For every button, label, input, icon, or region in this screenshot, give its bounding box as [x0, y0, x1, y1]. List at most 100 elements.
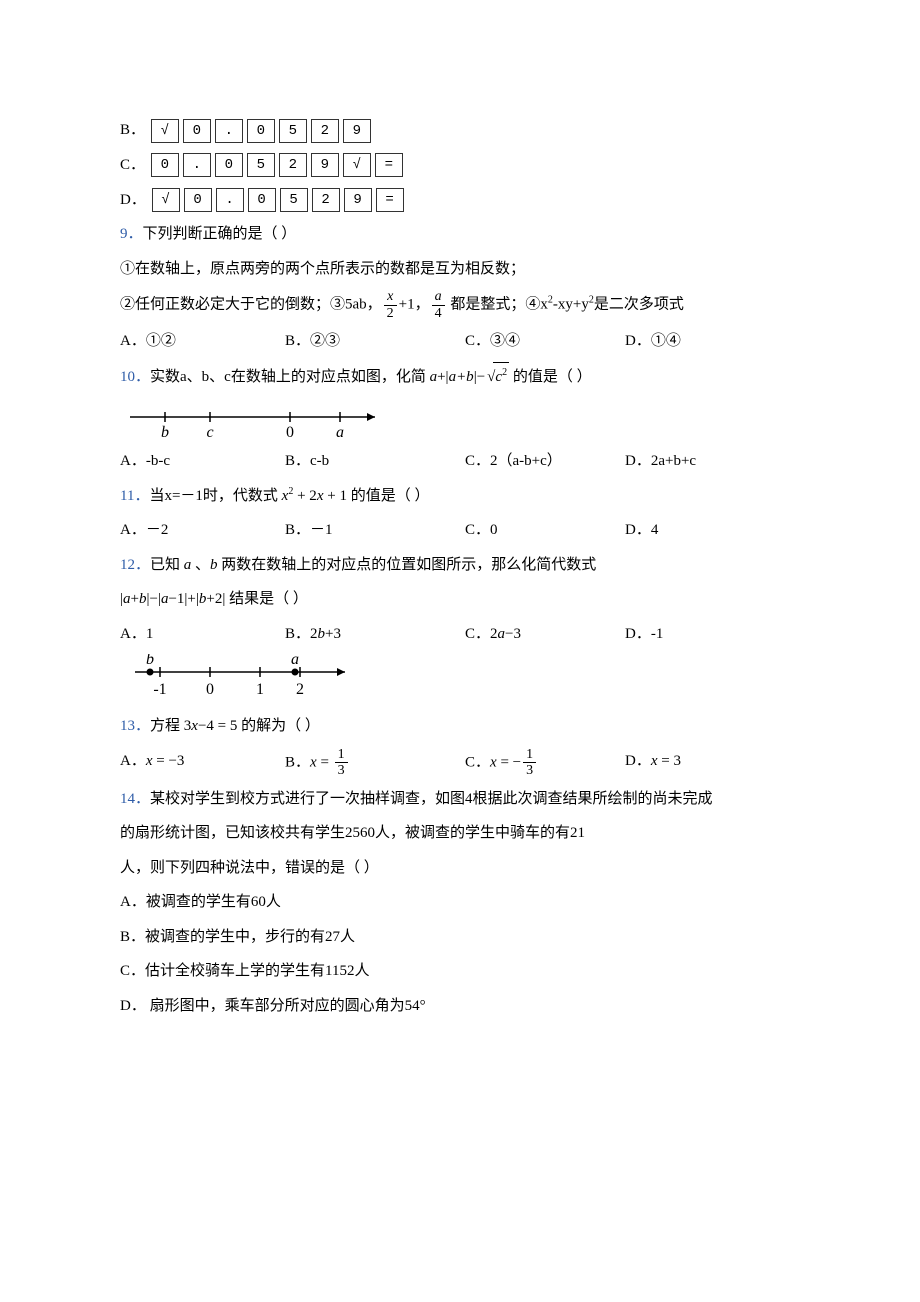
q11-number: 11．: [120, 488, 149, 504]
calc-c-keys: 0.0529√=: [149, 157, 405, 173]
calc-key: 0: [184, 188, 212, 212]
q10-opt-d: D．2a+b+c: [625, 447, 775, 476]
q9-s2-pre: ②任何正数必定大于它的倒数；③5ab，: [120, 297, 382, 313]
q11-opt-b: B．－1: [285, 516, 465, 545]
q10-opt-b: B．c-b: [285, 447, 465, 476]
svg-text:a: a: [336, 424, 344, 441]
q12-opt-b: B．2b+3: [285, 620, 465, 649]
q9-frac2: a4: [432, 289, 445, 321]
q11-options: A．－2 B．－1 C．0 D．4: [120, 516, 800, 545]
calc-d-label: D．: [120, 186, 146, 215]
q10-ab: a+b: [449, 369, 474, 385]
calc-key: √: [343, 153, 371, 177]
q14-line1: 14．某校对学生到校方式进行了一次抽样调查，如图4根据此次调查结果所绘制的尚未完…: [120, 785, 800, 814]
exam-page: B． √0.0529 C． 0.0529√= D． √0.0529= 9．下列判…: [0, 0, 920, 1106]
q12-sep: 、: [191, 557, 210, 573]
calc-row-d: D． √0.0529=: [120, 186, 800, 215]
q14-line2: 的扇形统计图，已知该校共有学生2560人，被调查的学生中骑车的有21: [120, 819, 800, 848]
svg-text:0: 0: [286, 424, 294, 441]
calc-key: .: [183, 153, 211, 177]
q12-opt-a: A．1: [120, 620, 285, 649]
svg-text:1: 1: [256, 681, 264, 698]
q9-frac1: x2: [384, 289, 397, 321]
q11-opt-a: A．－2: [120, 516, 285, 545]
q9-s2-tail: -xy+y: [553, 297, 589, 313]
calc-row-b: B． √0.0529: [120, 116, 800, 145]
calc-c-label: C．: [120, 151, 145, 180]
calc-key: 0: [247, 119, 275, 143]
q10-plus1: +|: [437, 369, 448, 385]
calc-key: 2: [311, 119, 339, 143]
svg-text:c: c: [206, 424, 213, 441]
calc-key: =: [376, 188, 404, 212]
q9-statement-2: ②任何正数必定大于它的倒数；③5ab，x2+1，a4 都是整式；④x2-xy+y…: [120, 289, 800, 321]
q10-stem-post: 的值是（ ）: [509, 369, 592, 385]
q12-options: A．1 B．2b+3 C．2a−3 D．-1: [120, 620, 800, 649]
q12-diagram: -1 0 1 2 b a: [120, 654, 800, 706]
q12-pre: 已知: [150, 557, 184, 573]
q13-post: −4 = 5 的解为（ ）: [198, 718, 320, 734]
q10-a: a: [430, 369, 438, 385]
q13-number: 13．: [120, 718, 150, 734]
svg-text:a: a: [291, 654, 299, 668]
q10-stem: 10．实数a、b、c在数轴上的对应点如图，化简 a+|a+b|−c2 的值是（ …: [120, 362, 800, 392]
calc-key: .: [216, 188, 244, 212]
q12-expr-post: 结果是（ ）: [225, 591, 308, 607]
q12-stem-line1: 12．已知 a 、b 两数在数轴上的对应点的位置如图所示，那么化简代数式: [120, 551, 800, 580]
q12-opt-c: C．2a−3: [465, 620, 625, 649]
q9-stem: 9．下列判断正确的是（ ）: [120, 220, 800, 249]
q10-opt-c: C．2（a-b+c）: [465, 447, 625, 476]
calc-key: 9: [344, 188, 372, 212]
q9-opt-a: A．①②: [120, 327, 285, 356]
svg-text:b: b: [146, 654, 154, 668]
q14-opt-a: A．被调查的学生有60人: [120, 888, 800, 917]
svg-text:2: 2: [296, 681, 304, 698]
q13-x: x: [191, 718, 198, 734]
q9-s2-mid1: +1，: [399, 297, 430, 313]
calc-key: 2: [279, 153, 307, 177]
calc-key: .: [215, 119, 243, 143]
calc-key: 9: [343, 119, 371, 143]
q10-stem-pre: 实数a、b、c在数轴上的对应点如图，化简: [150, 369, 430, 385]
q11-opt-d: D．4: [625, 516, 775, 545]
svg-text:0: 0: [206, 681, 214, 698]
q14-opt-c: C．估计全校骑车上学的学生有1152人: [120, 957, 800, 986]
q13-opt-d: D．x = 3: [625, 747, 775, 779]
q12-b: b: [210, 557, 218, 573]
calc-key: 0: [183, 119, 211, 143]
q9-s2-mid2: 都是整式；④x: [447, 297, 548, 313]
calc-key: 5: [280, 188, 308, 212]
calc-key: 5: [279, 119, 307, 143]
q13-options: A．x = −3 B．x = 13 C．x = −13 D．x = 3: [120, 747, 800, 779]
calc-key: =: [375, 153, 403, 177]
calc-key: 0: [151, 153, 179, 177]
q14-l1: 某校对学生到校方式进行了一次抽样调查，如图4根据此次调查结果所绘制的尚未完成: [150, 791, 713, 807]
q13-opt-a: A．x = −3: [120, 747, 285, 779]
q11-opt-c: C．0: [465, 516, 625, 545]
q12-expr-line: |a+b|−|a−1|+|b+2| 结果是（ ）: [120, 585, 800, 614]
q9-statement-1: ①在数轴上，原点两旁的两个点所表示的数都是互为相反数；: [120, 255, 800, 284]
q13-opt-c: C．x = −13: [465, 747, 625, 779]
svg-text:b: b: [161, 424, 169, 441]
q10-mid: |−: [474, 369, 485, 385]
q14-opt-d: D． 扇形图中，乘车部分所对应的圆心角为54°: [120, 992, 800, 1021]
svg-text:-1: -1: [153, 681, 166, 698]
q13-pre: 方程 3: [150, 718, 191, 734]
q13-opt-b: B．x = 13: [285, 747, 465, 779]
calc-d-keys: √0.0529=: [150, 192, 406, 208]
q11-stem-pre: 当x=－1时，代数式: [149, 488, 281, 504]
q12-expr: |a+b|−|a−1|+|b+2|: [120, 591, 225, 607]
q10-opt-a: A．-b-c: [120, 447, 285, 476]
calc-b-keys: √0.0529: [149, 122, 373, 138]
calc-key: √: [151, 119, 179, 143]
calc-key: 5: [247, 153, 275, 177]
q10-sqrt: c2: [485, 362, 509, 392]
q10-number: 10．: [120, 369, 150, 385]
q9-opt-b: B．②③: [285, 327, 465, 356]
q14-line3: 人，则下列四种说法中，错误的是（ ）: [120, 854, 800, 883]
q10-diagram: b c 0 a: [120, 397, 800, 441]
q13-stem: 13．方程 3x−4 = 5 的解为（ ）: [120, 712, 800, 741]
q12-number: 12．: [120, 557, 150, 573]
calc-key: 9: [311, 153, 339, 177]
calc-row-c: C． 0.0529√=: [120, 151, 800, 180]
